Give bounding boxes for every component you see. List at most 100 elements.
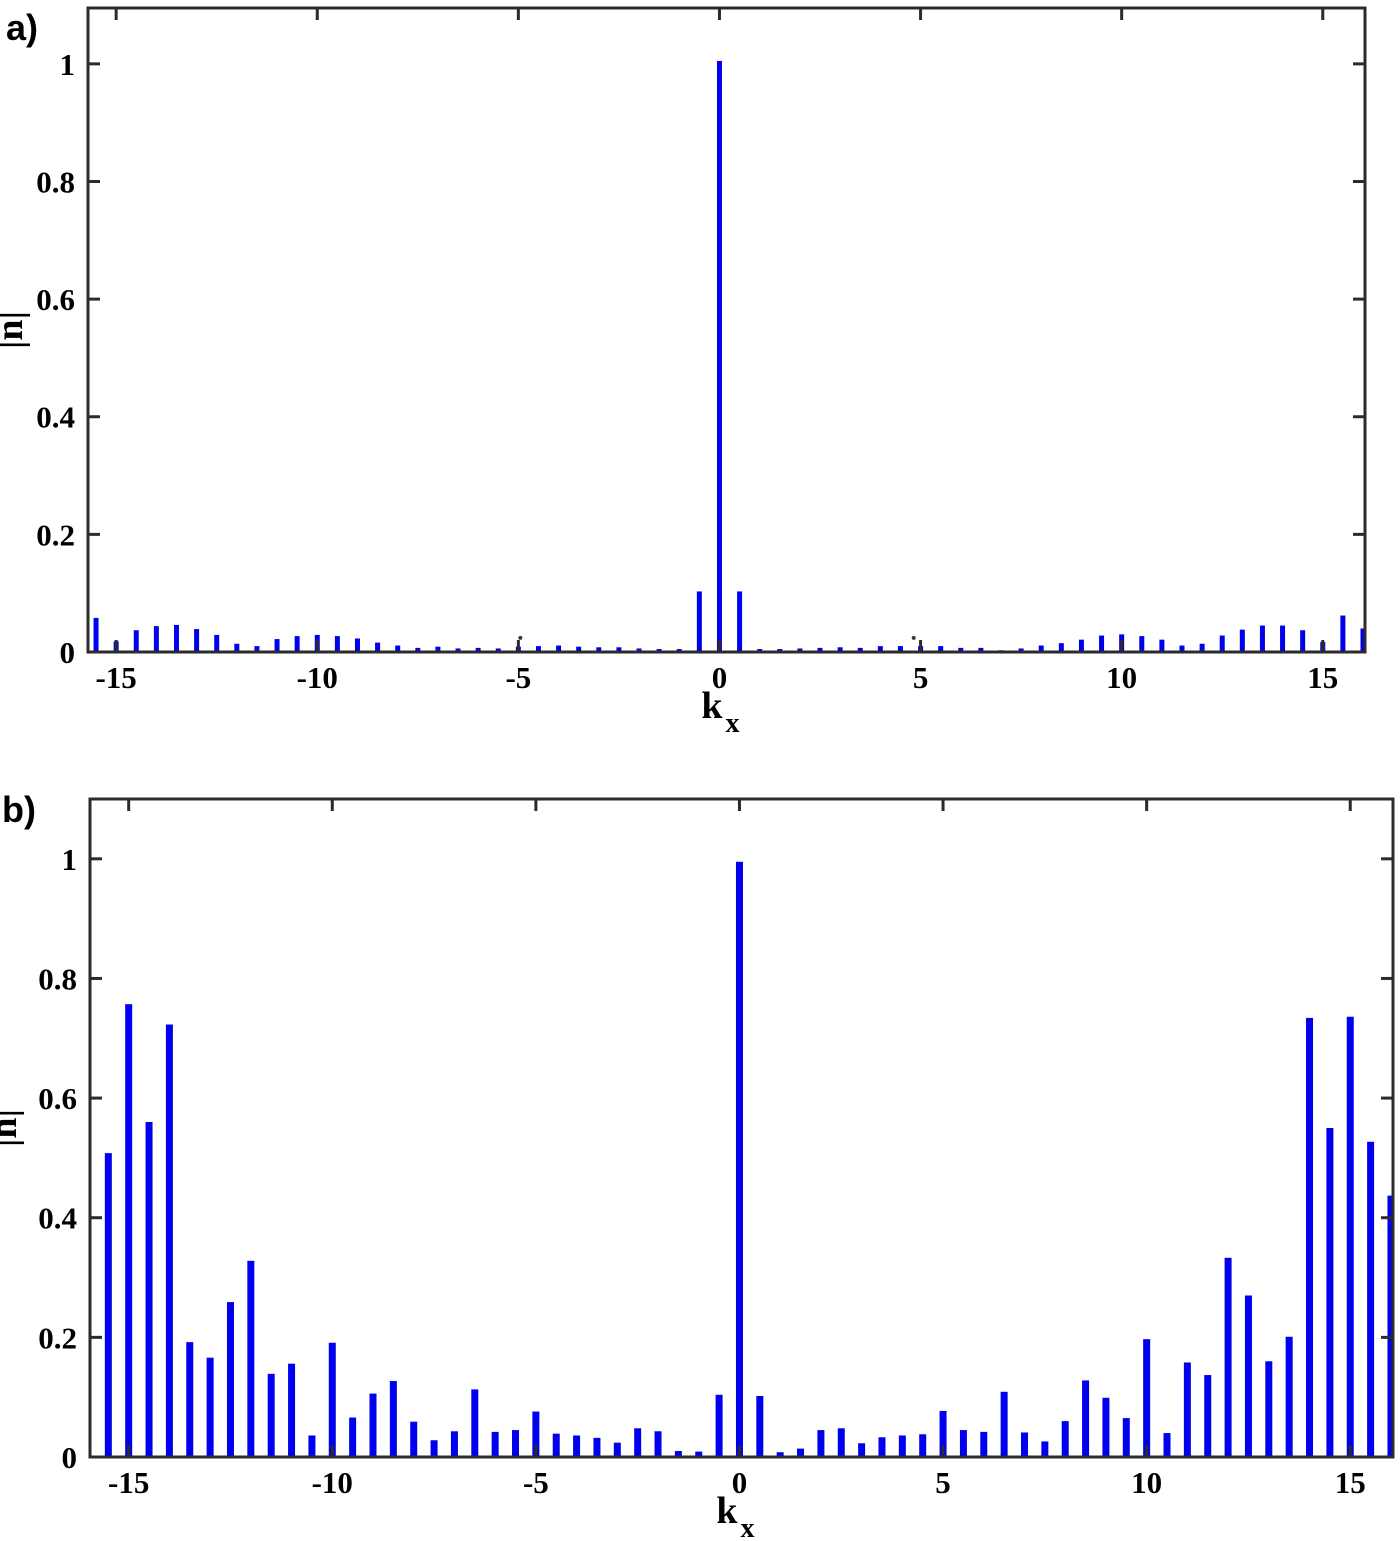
bar (173, 624, 179, 652)
x-tick-label: 15 (1307, 660, 1338, 695)
bar (1102, 1397, 1110, 1457)
x-axis-label: k (716, 1490, 738, 1532)
bar (1306, 1017, 1314, 1457)
x-tick-label: -5 (505, 660, 531, 695)
bar (1099, 635, 1105, 652)
x-axis-label-subscript: x (726, 708, 740, 739)
bar (980, 1431, 988, 1457)
bar (1244, 1295, 1252, 1457)
x-tick-label: 0 (712, 660, 728, 695)
bar (573, 1435, 581, 1457)
bar (194, 629, 200, 652)
bar (696, 591, 702, 652)
bar (576, 646, 582, 652)
x-tick-label: 10 (1131, 1465, 1162, 1500)
bar (817, 647, 823, 652)
bar (328, 1342, 336, 1457)
bar (797, 1448, 805, 1457)
bar (715, 1394, 723, 1457)
bar (837, 1428, 845, 1457)
bar (636, 648, 642, 652)
bar (616, 647, 622, 652)
y-tick-label: 0.2 (36, 517, 75, 552)
bar (308, 1435, 316, 1457)
y-tick-label: 0.4 (38, 1201, 77, 1236)
bar (294, 636, 300, 652)
bar (93, 617, 99, 652)
bar (1061, 1421, 1069, 1457)
y-tick-label: 0 (62, 1440, 78, 1475)
bar (1224, 1257, 1232, 1457)
bar (535, 646, 541, 652)
bar (674, 1451, 682, 1457)
panel-letter: b) (2, 789, 36, 830)
bar (1285, 1336, 1293, 1457)
x-tick-label: 5 (913, 660, 929, 695)
bar (274, 639, 280, 652)
bar (226, 1302, 234, 1457)
bar (495, 648, 501, 652)
y-tick-label: 1 (60, 47, 76, 82)
x-axis-label: k (701, 685, 723, 727)
y-tick-label: 1 (62, 842, 78, 877)
bar (165, 1024, 173, 1457)
bars-group (93, 60, 1365, 652)
y-tick-label: 0.8 (36, 164, 75, 199)
bar (334, 636, 340, 652)
bar (349, 1417, 357, 1457)
bar (897, 646, 903, 652)
bar (1204, 1375, 1212, 1457)
y-tick-label: 0 (60, 635, 76, 670)
panel-letter: a) (6, 7, 38, 48)
bar (267, 1373, 275, 1457)
panel-b: -15 -10 -5 0 5 10 15 0 0.2 0.4 0.6 0.8 1 k x |n| b) (0, 789, 1395, 1541)
x-axis-label-subscript: x (741, 1513, 755, 1541)
bar (1143, 1339, 1151, 1457)
y-axis-label: |n| (0, 1109, 25, 1147)
bar (596, 647, 602, 652)
bar (797, 648, 803, 652)
bar (145, 1122, 153, 1457)
bar (695, 1451, 703, 1457)
bar (471, 1389, 479, 1457)
bar (735, 861, 743, 1457)
bar (1038, 645, 1044, 652)
bar (1041, 1441, 1049, 1457)
x-tick-label: 5 (935, 1465, 951, 1500)
y-axis-label: |n| (0, 311, 31, 349)
bar (1387, 1195, 1393, 1457)
bar (234, 643, 240, 652)
x-tick-label: -10 (297, 660, 338, 695)
speck-artifact (518, 635, 523, 640)
bar (410, 1421, 418, 1457)
bar (556, 645, 562, 652)
x-tick-label: -10 (312, 1465, 353, 1500)
bar (435, 646, 441, 652)
bar (288, 1363, 296, 1457)
bar (186, 1342, 194, 1457)
bar (898, 1435, 906, 1457)
bar (354, 638, 360, 652)
y-tick-label: 0.4 (36, 400, 75, 435)
bar (939, 1410, 947, 1457)
bar (1183, 1362, 1191, 1457)
y-tick-label: 0.8 (38, 961, 77, 996)
bar (654, 1431, 662, 1457)
bar (878, 1437, 886, 1457)
bar (415, 647, 421, 652)
bar (958, 647, 964, 652)
y-tick-label: 0.6 (38, 1081, 77, 1116)
bar (1018, 648, 1024, 652)
bar (1265, 1361, 1273, 1457)
bar (1340, 615, 1346, 652)
bar (491, 1431, 499, 1457)
bar (532, 1411, 540, 1457)
x-tick-label: 0 (732, 1465, 748, 1500)
bar (634, 1428, 642, 1457)
plot-box (86, 6, 1367, 654)
bar (1239, 629, 1245, 652)
bar (919, 1434, 927, 1457)
bar (206, 1357, 214, 1457)
bar (512, 1430, 520, 1457)
